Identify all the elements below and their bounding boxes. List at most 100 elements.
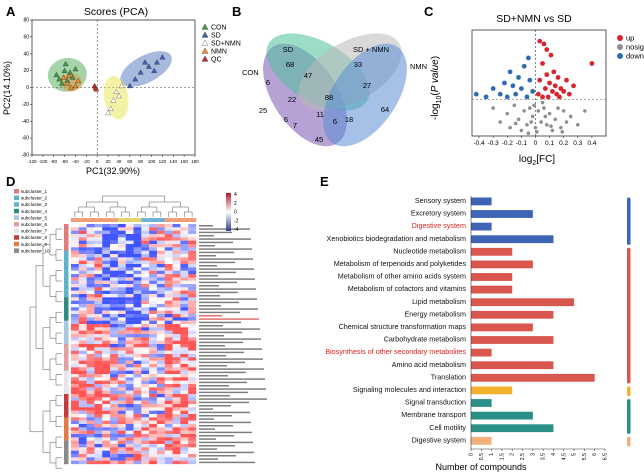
- heatmap-cell: [164, 237, 173, 241]
- heatmap-cell: [86, 347, 95, 351]
- heatmap-cell: [180, 357, 189, 361]
- heatmap-cell: [86, 450, 95, 455]
- heatmap-cell: [188, 444, 197, 448]
- volcano-data-point: [543, 114, 548, 119]
- heatmap-legend-label: subcluster_2: [21, 196, 47, 201]
- heatmap-cell: [78, 417, 87, 421]
- heatmap-cell: [117, 350, 126, 355]
- heatmap-cell: [102, 310, 111, 315]
- heatmap-cell: [149, 404, 158, 408]
- heatmap-cell: [180, 300, 189, 305]
- heatmap-cell: [86, 260, 95, 265]
- heatmap-cell: [149, 357, 158, 361]
- heatmap-cell: [102, 394, 111, 398]
- heatmap-cell: [156, 344, 165, 348]
- heatmap-cell: [180, 324, 189, 328]
- heatmap-cell: [125, 430, 134, 435]
- heatmap-cell: [133, 437, 142, 441]
- heatmap-cell: [141, 304, 150, 308]
- heatmap-cell: [188, 230, 197, 235]
- heatmap-cell: [71, 330, 79, 335]
- heatmap-cell: [94, 224, 103, 228]
- pca-data-point: [105, 109, 112, 116]
- heatmap-cell: [156, 234, 165, 238]
- heatmap-cell: [71, 260, 79, 265]
- heatmap-cell: [86, 307, 95, 311]
- heatmap-cell: [117, 374, 126, 378]
- heatmap-cell: [125, 427, 134, 431]
- heatmap-cell: [78, 244, 87, 248]
- heatmap-cell: [117, 250, 126, 255]
- heatmap-cell: [94, 397, 103, 401]
- row-subcluster-cell: [64, 387, 69, 391]
- row-subcluster-cell: [64, 447, 69, 451]
- heatmap-cell: [102, 270, 111, 275]
- heatmap-cell: [180, 354, 189, 358]
- heatmap-cell: [125, 310, 134, 315]
- heatmap-cell: [149, 237, 158, 241]
- row-dendrogram-branch: [55, 249, 62, 261]
- pathway-category-bracket: [627, 399, 631, 434]
- volcano-data-point: [552, 83, 558, 89]
- heatmap-cell: [71, 327, 79, 331]
- heatmap-cell: [172, 454, 181, 458]
- heatmap-cell: [78, 287, 87, 291]
- heatmap-cell: [149, 307, 158, 311]
- heatmap-cell: [86, 304, 95, 308]
- row-subcluster-cell: [64, 357, 69, 361]
- heatmap-cell: [94, 410, 103, 415]
- row-subcluster-cell: [64, 380, 69, 385]
- pca-data-point: [93, 86, 100, 92]
- pca-data-point: [110, 97, 117, 103]
- heatmap-cell: [180, 424, 189, 428]
- heatmap-cell: [94, 424, 103, 428]
- pathway-bar: [471, 411, 533, 420]
- heatmap-cell: [172, 427, 181, 431]
- row-label-text: [199, 275, 218, 277]
- volcano-data-point: [516, 117, 521, 122]
- heatmap-cell: [133, 274, 142, 278]
- heatmap-cell: [180, 370, 189, 375]
- pca-x-tick-label: -60: [61, 159, 68, 164]
- column-group-bar: [94, 218, 103, 222]
- heatmap-cell: [94, 427, 103, 431]
- heatmap-cell: [141, 357, 150, 361]
- heatmap-cell: [102, 377, 111, 381]
- heatmap-cell: [94, 347, 103, 351]
- heatmap-cell: [188, 250, 197, 255]
- volcano-data-point: [535, 91, 541, 97]
- volcano-data-point: [498, 120, 503, 124]
- heatmap-cell: [141, 380, 150, 385]
- heatmap-cell: [102, 387, 111, 391]
- heatmap-cell: [110, 384, 119, 388]
- pca-legend-label: NMN: [211, 49, 227, 56]
- heatmap-cell: [86, 314, 95, 318]
- heatmap-cell: [141, 427, 150, 431]
- volcano-data-point: [539, 120, 543, 124]
- heatmap-cell: [133, 420, 142, 425]
- heatmap-cell: [117, 240, 126, 245]
- heatmap-cell: [156, 254, 165, 258]
- heatmap-cell: [164, 260, 173, 265]
- row-subcluster-cell: [64, 327, 69, 331]
- row-label-text: [199, 281, 237, 284]
- heatmap-cell: [125, 397, 134, 401]
- heatmap-cell: [78, 414, 87, 418]
- heatmap-cell: [117, 257, 126, 261]
- row-subcluster-cell: [64, 317, 69, 321]
- heatmap-cell: [102, 357, 111, 361]
- heatmap-cell: [94, 450, 103, 455]
- heatmap-cell: [133, 260, 142, 265]
- row-label-text: [199, 295, 220, 297]
- heatmap-cell: [188, 277, 197, 281]
- heatmap-cell: [86, 447, 95, 451]
- heatmap-cell: [78, 420, 87, 425]
- heatmap-cell: [180, 394, 189, 398]
- venn-region-count: 18: [345, 115, 353, 124]
- heatmap-cell: [149, 427, 158, 431]
- heatmap-cell: [125, 364, 134, 368]
- row-subcluster-cell: [64, 280, 69, 285]
- row-subcluster-cell: [64, 224, 69, 228]
- row-label-text: [199, 408, 213, 410]
- heatmap-cell: [86, 310, 95, 315]
